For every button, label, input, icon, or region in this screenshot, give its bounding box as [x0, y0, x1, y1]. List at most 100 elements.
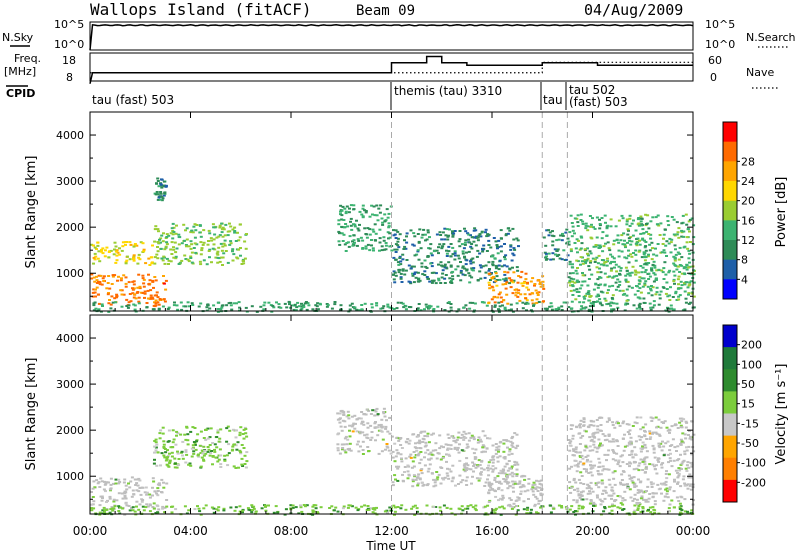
range-time-cell: [414, 478, 418, 481]
range-time-cell: [366, 446, 370, 448]
range-time-cell: [186, 443, 190, 446]
range-time-cell: [447, 234, 450, 237]
range-time-cell: [178, 236, 182, 239]
range-time-cell: [632, 476, 636, 479]
range-time-cell: [617, 255, 621, 258]
range-time-cell: [363, 209, 367, 212]
range-time-cell: [427, 453, 431, 456]
range-time-cell: [571, 229, 575, 232]
range-time-cell: [493, 301, 497, 304]
range-time-cell: [238, 236, 242, 239]
range-time-cell: [574, 448, 578, 451]
range-time-cell: [655, 269, 659, 272]
range-time-cell: [188, 462, 192, 465]
range-time-cell: [412, 465, 416, 468]
range-time-cell: [578, 460, 582, 463]
range-time-cell: [233, 509, 237, 512]
range-time-cell: [526, 489, 530, 492]
colorbar-tick-label: 28: [741, 155, 755, 168]
range-time-cell: [352, 239, 356, 242]
range-time-cell: [562, 301, 566, 304]
range-time-cell: [653, 266, 657, 269]
range-time-cell: [486, 478, 489, 481]
range-time-cell: [128, 241, 132, 244]
range-time-cell: [677, 236, 681, 239]
range-time-cell: [653, 512, 657, 514]
range-time-cell: [380, 245, 384, 248]
range-time-cell: [419, 431, 423, 434]
range-time-cell: [441, 269, 445, 272]
range-time-cell: [94, 307, 98, 310]
range-time-cell: [401, 253, 405, 256]
range-time-cell: [438, 231, 442, 234]
range-time-cell: [581, 307, 585, 310]
range-time-cell: [117, 478, 121, 481]
range-time-cell: [117, 510, 121, 512]
range-time-cell: [264, 505, 267, 508]
range-time-cell: [180, 259, 184, 262]
range-time-cell: [218, 226, 222, 229]
range-time-cell: [343, 425, 347, 428]
range-time-cell: [498, 291, 502, 294]
range-time-cell: [384, 248, 388, 251]
range-time-cell: [586, 284, 590, 287]
range-time-cell: [163, 262, 167, 265]
range-time-cell: [428, 247, 432, 250]
range-time-cell: [492, 237, 496, 239]
range-time-cell: [384, 242, 388, 244]
range-time-cell: [657, 224, 661, 227]
range-time-cell: [491, 444, 495, 447]
range-time-cell: [395, 248, 399, 251]
range-time-cell: [579, 308, 583, 311]
range-time-cell: [465, 269, 469, 272]
range-time-cell: [341, 447, 345, 449]
range-time-cell: [593, 258, 597, 261]
range-time-cell: [115, 293, 119, 296]
colorbar-swatch: [723, 369, 737, 392]
range-time-cell: [353, 241, 356, 244]
range-time-cell: [604, 491, 608, 494]
range-time-cell: [125, 259, 129, 262]
range-time-cell: [542, 287, 546, 290]
range-time-cell: [132, 254, 136, 257]
range-time-cell: [133, 478, 137, 481]
range-time-cell: [527, 498, 530, 500]
range-time-cell: [653, 500, 657, 503]
range-time-cell: [400, 460, 404, 463]
range-time-cell: [242, 262, 246, 265]
range-time-cell: [471, 447, 475, 450]
range-time-cell: [488, 272, 492, 275]
range-time-cell: [496, 247, 499, 250]
range-time-cell: [428, 306, 432, 309]
range-time-cell: [465, 484, 469, 486]
range-time-cell: [568, 272, 572, 275]
range-time-cell: [382, 236, 386, 239]
range-time-cell: [670, 216, 674, 218]
range-time-cell: [401, 258, 405, 261]
range-time-cell: [494, 240, 498, 243]
range-time-cell: [500, 505, 504, 508]
range-time-cell: [420, 430, 424, 433]
range-time-cell: [361, 431, 365, 434]
range-time-cell: [383, 220, 387, 223]
range-time-cell: [674, 290, 678, 293]
range-time-cell: [581, 498, 585, 501]
range-time-cell: [461, 252, 465, 255]
range-time-cell: [114, 301, 118, 304]
range-time-cell: [532, 304, 535, 307]
range-time-cell: [340, 429, 344, 432]
range-time-cell: [508, 309, 511, 312]
range-time-cell: [451, 278, 455, 281]
range-time-cell: [638, 287, 642, 290]
range-time-cell: [511, 310, 515, 313]
range-time-cell: [660, 251, 664, 254]
range-time-cell: [98, 281, 102, 283]
range-time-cell: [516, 269, 520, 272]
range-time-cell: [478, 270, 482, 273]
range-time-cell: [512, 473, 516, 475]
range-time-cell: [677, 467, 681, 470]
range-time-cell: [510, 452, 514, 455]
range-time-cell: [458, 459, 462, 462]
range-time-cell: [594, 431, 598, 434]
range-time-cell: [587, 485, 591, 487]
